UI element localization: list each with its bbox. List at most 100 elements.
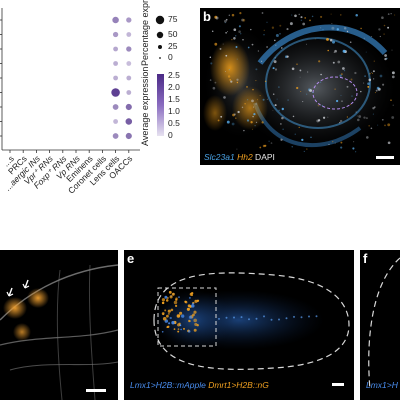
- speckle: [304, 17, 307, 19]
- speckle: [250, 121, 253, 124]
- speckle: [255, 103, 257, 105]
- speckle: [334, 49, 337, 53]
- speckle: [255, 80, 257, 82]
- speckle: [339, 119, 343, 123]
- speckle: [339, 74, 342, 77]
- speckle: [296, 63, 298, 66]
- speckle: [351, 95, 353, 97]
- speckle: [275, 34, 279, 37]
- nucleus: [173, 300, 178, 305]
- speckle: [252, 115, 254, 118]
- dot-mark: [125, 103, 132, 111]
- speckle: [327, 116, 329, 118]
- speckle: [307, 71, 309, 73]
- nucleus: [255, 317, 258, 320]
- size-legend-label: 50: [168, 29, 178, 39]
- speckle: [331, 26, 335, 30]
- size-legend-label: 25: [168, 41, 178, 51]
- speckle: [280, 138, 283, 141]
- nucleus: [285, 317, 288, 320]
- speckle: [352, 147, 355, 150]
- speckle: [360, 90, 362, 93]
- caption-part: Dmrt1>H2B::nG: [205, 380, 269, 390]
- speckle: [281, 107, 285, 111]
- speckle: [217, 119, 220, 122]
- color-legend-title: Average expression: [140, 66, 150, 146]
- speckle: [266, 98, 268, 100]
- nucleus: [263, 315, 265, 318]
- speckle: [236, 78, 239, 81]
- speckle: [232, 113, 235, 117]
- speckle: [384, 124, 386, 127]
- speckle: [343, 26, 347, 30]
- nucleus: [183, 327, 185, 330]
- nucleus: [174, 304, 178, 308]
- speckle: [252, 88, 254, 91]
- nucleus: [170, 308, 174, 312]
- speckle: [289, 22, 293, 26]
- speckle: [263, 34, 265, 36]
- speckle: [326, 37, 329, 41]
- speckle: [302, 22, 306, 26]
- speckle: [250, 28, 252, 31]
- speckle: [244, 103, 246, 105]
- speckle: [212, 86, 216, 90]
- speckle: [252, 106, 255, 108]
- speckle: [370, 72, 372, 73]
- nucleus: [169, 316, 172, 320]
- caption-part: Slc23a1: [204, 152, 235, 162]
- nucleus: [177, 323, 181, 327]
- color-legend-tick: 0.5: [168, 118, 180, 128]
- speckle: [286, 55, 289, 58]
- speckle: [281, 47, 283, 49]
- color-legend-tick: 2.0: [168, 82, 180, 92]
- speckle: [317, 104, 320, 107]
- speckle: [342, 67, 345, 70]
- speckle: [259, 146, 262, 149]
- nucleus: [162, 313, 165, 316]
- speckle: [225, 18, 228, 21]
- nucleus: [173, 328, 176, 330]
- speckle: [366, 136, 369, 139]
- speckle: [209, 56, 212, 58]
- speckle: [341, 100, 343, 102]
- speckle: [367, 82, 370, 85]
- nucleus: [168, 290, 172, 294]
- speckle: [379, 35, 381, 38]
- speckle: [387, 141, 391, 145]
- speckle: [384, 54, 387, 57]
- speckle: [376, 86, 380, 90]
- speckle: [372, 113, 374, 115]
- speckle: [280, 123, 282, 125]
- speckle: [287, 99, 289, 101]
- nucleus: [193, 310, 197, 314]
- speckle: [266, 46, 269, 48]
- speckle: [238, 30, 241, 33]
- speckle: [241, 18, 245, 22]
- nucleus: [248, 318, 250, 321]
- dot-mark: [112, 31, 119, 38]
- nucleus: [161, 301, 165, 305]
- nucleus: [168, 313, 170, 315]
- speckle: [215, 16, 219, 20]
- panel-b-image: [203, 12, 396, 153]
- speckle: [264, 80, 267, 83]
- nucleus: [161, 298, 166, 302]
- nucleus: [278, 318, 280, 321]
- speckle: [381, 118, 384, 121]
- speckle: [317, 119, 321, 122]
- nucleus: [175, 297, 178, 300]
- speckle: [390, 99, 392, 101]
- nucleus: [225, 316, 228, 319]
- speckle: [251, 43, 254, 46]
- caption-part: Lmx1>H: [366, 380, 398, 390]
- speckle: [332, 141, 334, 143]
- speckle: [340, 14, 342, 16]
- dot-mark: [113, 46, 119, 52]
- speckle: [379, 74, 383, 78]
- color-legend-tick: 1.0: [168, 106, 180, 116]
- speckle: [271, 26, 275, 29]
- nucleus: [193, 318, 197, 323]
- speckle: [300, 90, 302, 93]
- speckle: [363, 82, 365, 84]
